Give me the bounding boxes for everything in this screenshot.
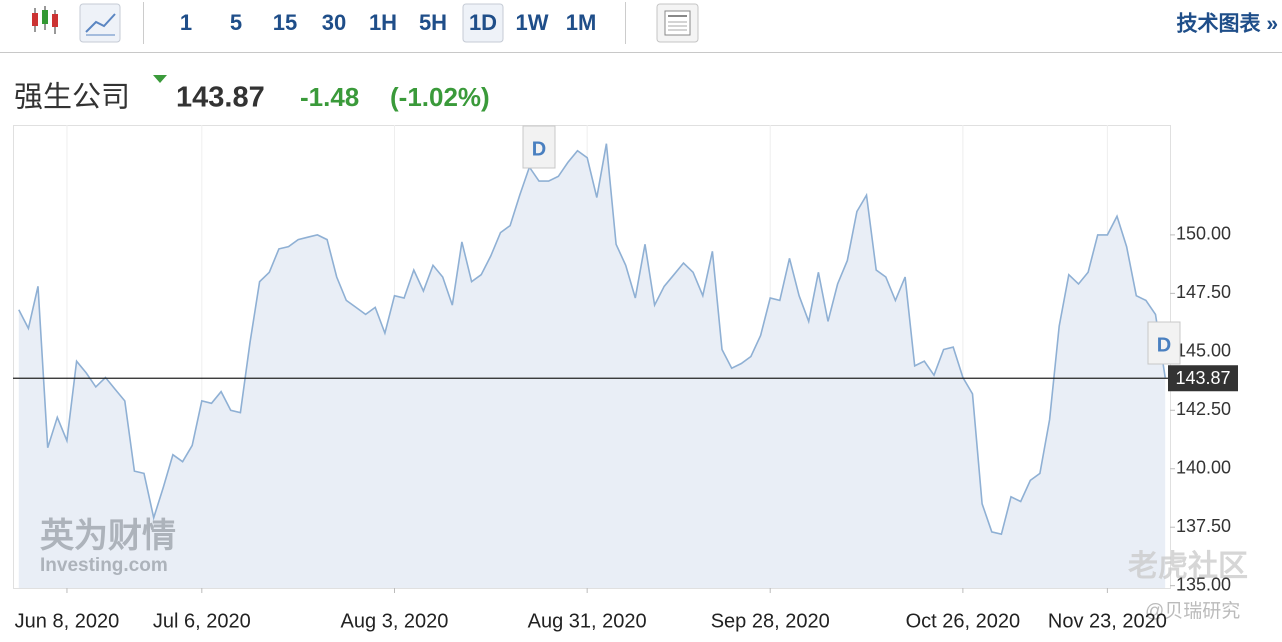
layout-icon[interactable] [656, 3, 699, 43]
y-tick-label: 150.00 [1176, 224, 1231, 244]
interval-button[interactable]: 5H [419, 10, 447, 35]
watermark: 英为财情 [40, 517, 176, 555]
last-price: 143.87 [176, 82, 265, 114]
interval-button[interactable]: 30 [322, 10, 346, 35]
y-tick-label: 142.50 [1176, 399, 1231, 419]
interval-button[interactable]: 5 [230, 10, 242, 35]
dividend-marker[interactable] [522, 125, 556, 169]
x-tick-label: Oct 26, 2020 [906, 610, 1021, 632]
watermark: @贝瑞研究 [1145, 600, 1240, 622]
candle-icon[interactable] [32, 6, 58, 34]
interval-button[interactable]: 1W [516, 10, 549, 35]
active-interval-box [462, 3, 504, 43]
price-area [18, 143, 1166, 588]
watermark: 老虎社区 [1128, 550, 1248, 583]
price-line [18, 143, 1166, 536]
watermark: Investing.com [40, 555, 168, 576]
technical-chart-link[interactable]: 技术图表 » [1176, 13, 1278, 36]
last-price-tag [1168, 365, 1238, 392]
x-tick-label: Aug 3, 2020 [341, 610, 449, 632]
interval-bar: 1 5 15 30 1H 5H 1D 1W 1M [180, 3, 597, 43]
interval-button[interactable]: 1D [469, 10, 497, 35]
line-icon[interactable] [79, 3, 121, 43]
dividend-marker-label: D [1157, 334, 1171, 356]
instrument-name: 强生公司 [14, 81, 130, 114]
x-tick-label: Jul 6, 2020 [153, 610, 251, 632]
y-tick-label: 140.00 [1176, 457, 1231, 477]
y-tick-label: 145.00 [1176, 341, 1231, 361]
x-tick-label: Sep 28, 2020 [711, 610, 830, 632]
down-arrow [153, 75, 167, 83]
dividend-marker[interactable] [1147, 321, 1181, 365]
x-tick-label: Aug 31, 2020 [528, 610, 647, 632]
dividend-marker-label: D [532, 138, 546, 160]
x-tick-label: Nov 23, 2020 [1048, 610, 1167, 632]
x-tick-label: Jun 8, 2020 [15, 610, 120, 632]
interval-button[interactable]: 15 [273, 10, 297, 35]
interval-button[interactable]: 1H [369, 10, 397, 35]
y-tick-label: 135.00 [1176, 574, 1231, 594]
price-change-percent: (-1.02%) [390, 82, 490, 112]
y-tick-label: 137.50 [1176, 516, 1231, 536]
interval-button[interactable]: 1M [566, 10, 597, 35]
price-change: -1.48 [300, 82, 359, 112]
interval-button[interactable]: 1 [180, 10, 192, 35]
last-price-label: 143.87 [1175, 368, 1230, 388]
y-tick-label: 147.50 [1176, 282, 1231, 302]
